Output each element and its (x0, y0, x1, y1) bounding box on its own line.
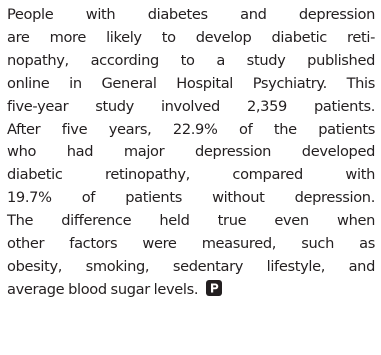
article-line: average blood sugar levels. (7, 280, 199, 298)
article-paragraph: People with diabetes and depression are … (7, 4, 375, 302)
article-last-line: average blood sugar levels. (7, 279, 375, 302)
article-line: are more likely to develop diabetic reti… (7, 28, 375, 46)
article-line: The difference held true even when (7, 212, 375, 230)
article-line: 19.7% of patients without depression. (7, 189, 375, 207)
p-end-mark-icon (206, 279, 223, 296)
article-line: online in General Hospital Psychiatry. T… (7, 74, 375, 92)
article-line: obesity, smoking, sedentary lifestyle, a… (7, 257, 375, 275)
article-line: After five years, 22.9% of the patients (7, 120, 375, 138)
article-line: People with diabetes and depression (7, 6, 375, 23)
article-line: other factors were measured, such as (7, 235, 375, 253)
article-line: five-year study involved 2,359 patients. (7, 97, 375, 115)
article-line: nopathy, according to a study published (7, 51, 375, 69)
article-line: diabetic retinopathy, compared with (7, 166, 375, 184)
article-line: who had major depression developed (7, 143, 375, 161)
